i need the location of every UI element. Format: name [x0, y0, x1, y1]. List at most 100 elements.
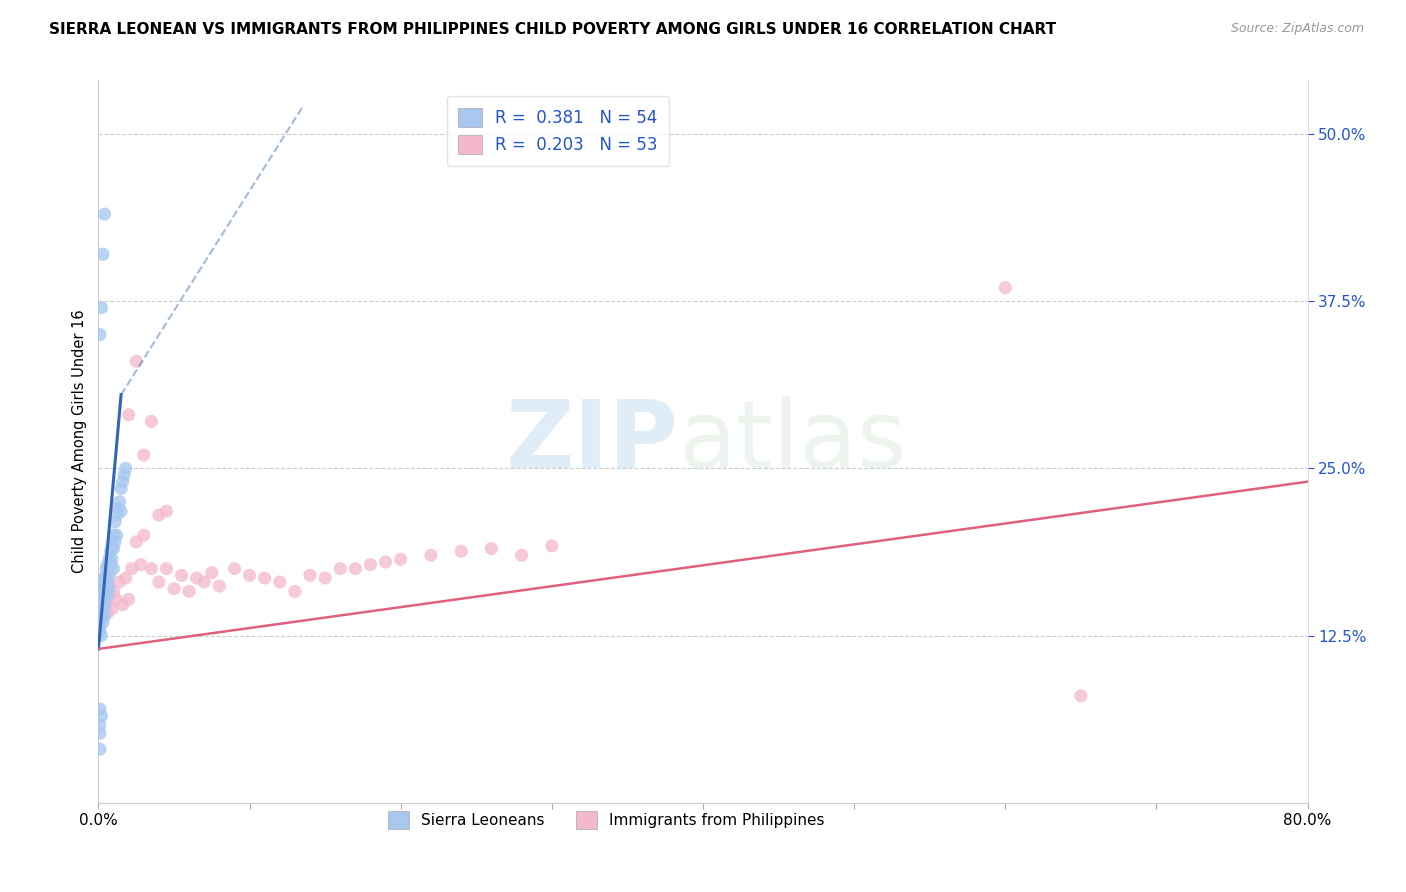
Point [344, 562, 367, 576]
Point [91, 615, 114, 630]
Point [299, 568, 322, 582]
Point [186, 571, 208, 585]
Point [96, 558, 118, 572]
Point [93, 571, 115, 585]
Point [284, 584, 307, 599]
Point [91, 575, 114, 590]
Point [148, 575, 170, 590]
Point [118, 592, 141, 607]
Point [89, 702, 111, 716]
Point [89, 742, 111, 756]
Point [94, 568, 117, 582]
Point [105, 528, 128, 542]
Point [193, 575, 215, 590]
Point [89, 327, 111, 342]
Point [540, 539, 562, 553]
Point [155, 562, 177, 576]
Point [91, 602, 114, 616]
Point [107, 501, 129, 516]
Text: SIERRA LEONEAN VS IMMIGRANTS FROM PHILIPPINES CHILD POVERTY AMONG GIRLS UNDER 16: SIERRA LEONEAN VS IMMIGRANTS FROM PHILIP… [49, 22, 1056, 37]
Point [389, 552, 412, 566]
Point [103, 528, 125, 542]
Point [314, 571, 336, 585]
Point [101, 539, 124, 553]
Point [94, 584, 117, 599]
Point [114, 461, 136, 475]
Point [103, 584, 125, 599]
Point [105, 508, 128, 523]
Point [89, 602, 111, 616]
Y-axis label: Child Poverty Among Girls Under 16: Child Poverty Among Girls Under 16 [72, 310, 87, 574]
Point [89, 624, 111, 639]
Point [98, 552, 121, 566]
Point [90, 579, 112, 593]
Point [98, 568, 121, 582]
Point [141, 414, 163, 429]
Text: ZIP: ZIP [506, 395, 679, 488]
Point [121, 562, 143, 576]
Point [104, 515, 127, 529]
Point [94, 598, 117, 612]
Legend: Sierra Leoneans, Immigrants from Philippines: Sierra Leoneans, Immigrants from Philipp… [382, 805, 831, 835]
Point [108, 494, 131, 508]
Point [125, 534, 148, 549]
Point [141, 562, 163, 576]
Point [111, 475, 134, 489]
Point [110, 504, 132, 518]
Point [101, 602, 124, 616]
Point [224, 562, 246, 576]
Point [253, 571, 276, 585]
Point [94, 562, 117, 576]
Point [155, 504, 177, 518]
Point [90, 301, 112, 315]
Point [96, 606, 118, 620]
Point [114, 571, 136, 585]
Point [360, 558, 382, 572]
Point [90, 598, 112, 612]
Point [329, 562, 352, 576]
Point [100, 544, 122, 558]
Point [91, 592, 114, 607]
Point [239, 568, 262, 582]
Point [201, 566, 224, 580]
Point [93, 589, 115, 603]
Point [100, 558, 122, 572]
Point [112, 467, 135, 482]
Point [93, 598, 115, 612]
Point [179, 584, 201, 599]
Text: atlas: atlas [679, 395, 907, 488]
Point [108, 575, 131, 590]
Point [125, 354, 148, 368]
Point [450, 544, 472, 558]
Point [148, 508, 170, 523]
Point [269, 575, 291, 590]
Text: Source: ZipAtlas.com: Source: ZipAtlas.com [1230, 22, 1364, 36]
Point [111, 598, 134, 612]
Point [105, 592, 128, 607]
Point [110, 482, 132, 496]
Point [420, 548, 443, 563]
Point [96, 575, 118, 590]
Point [96, 589, 118, 603]
Point [100, 589, 122, 603]
Point [93, 582, 115, 596]
Point [93, 608, 115, 623]
Point [208, 579, 231, 593]
Point [90, 595, 112, 609]
Point [1070, 689, 1092, 703]
Point [103, 562, 125, 576]
Point [93, 207, 115, 221]
Point [481, 541, 503, 556]
Point [101, 552, 124, 566]
Point [104, 534, 127, 549]
Point [89, 718, 111, 732]
Point [89, 619, 111, 633]
Point [90, 708, 112, 723]
Point [91, 602, 114, 616]
Point [510, 548, 533, 563]
Point [90, 628, 112, 642]
Point [98, 579, 121, 593]
Point [132, 448, 155, 462]
Point [103, 541, 125, 556]
Point [129, 558, 152, 572]
